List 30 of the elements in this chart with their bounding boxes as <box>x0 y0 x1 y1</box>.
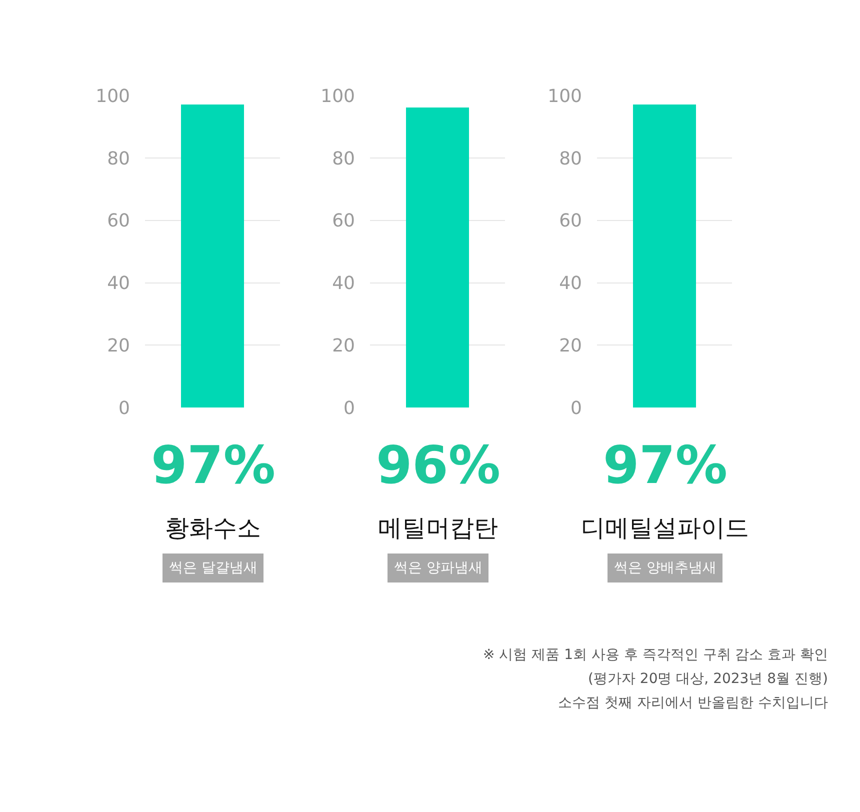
y-tick-label: 100 <box>320 86 355 108</box>
x-axis-title: 디메틸설파이드 <box>581 514 749 542</box>
text: 썩은 달걀냄새 <box>169 560 258 576</box>
y-tick-label: 100 <box>96 86 130 108</box>
text: (평가자 20명 대상, 2023년 8월 진행) <box>588 671 828 687</box>
y-tick-label: 60 <box>559 210 582 232</box>
text: ※ 시험 제품 1회 사용 후 즉각적인 구취 감소 효과 확인 <box>483 647 828 663</box>
y-tick-label: 20 <box>559 335 582 356</box>
x-axis-title: 황화수소 <box>165 514 261 542</box>
y-tick-label: 60 <box>332 210 355 232</box>
y-tick-label: 20 <box>107 335 130 356</box>
text: 썩은 양배추냄새 <box>614 560 716 576</box>
y-tick-label: 100 <box>548 86 582 108</box>
y-tick-label: 40 <box>107 273 130 294</box>
y-tick-label: 80 <box>107 148 130 170</box>
text: 썩은 양파냄새 <box>394 560 482 576</box>
data-label: 96% <box>376 436 500 496</box>
y-tick-label: 80 <box>332 148 355 170</box>
x-axis-title: 메틸머캅탄 <box>378 514 498 542</box>
y-tick-label: 0 <box>118 398 130 419</box>
y-tick-label: 60 <box>107 210 130 232</box>
y-tick-label: 0 <box>570 398 582 419</box>
y-tick-label: 40 <box>559 273 582 294</box>
data-label: 97% <box>151 436 276 496</box>
y-tick-label: 20 <box>332 335 355 356</box>
y-tick-label: 80 <box>559 148 582 170</box>
data-label: 97% <box>603 436 728 496</box>
text: 소수점 첫째 자리에서 반올림한 수치입니다 <box>558 695 828 711</box>
y-tick-label: 0 <box>344 398 355 419</box>
y-tick-label: 40 <box>332 273 355 294</box>
